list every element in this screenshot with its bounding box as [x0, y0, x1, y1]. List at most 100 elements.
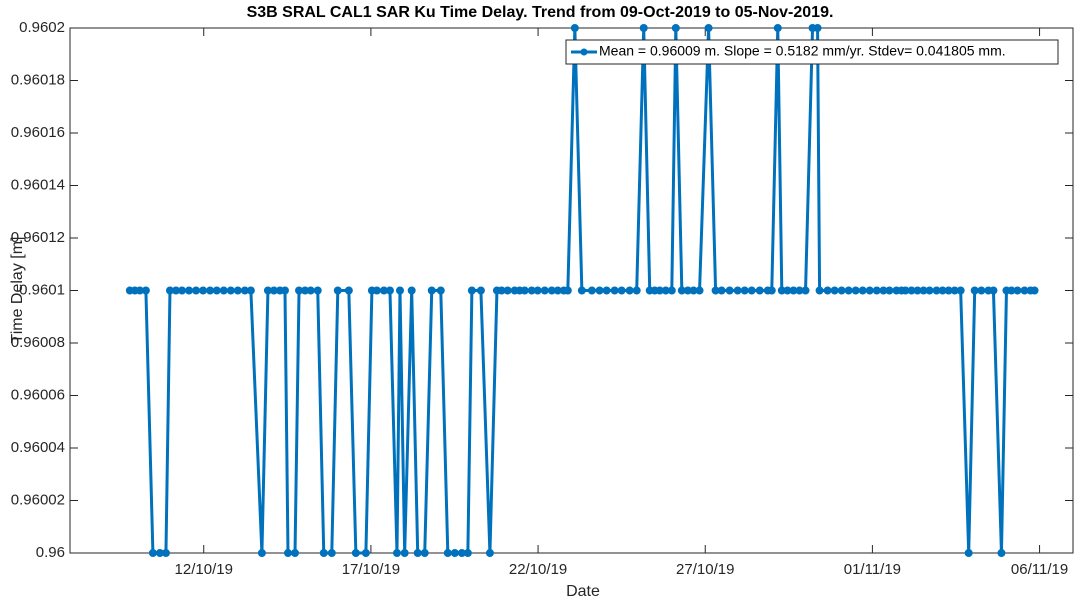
data-point — [844, 286, 853, 295]
data-point — [837, 286, 846, 295]
data-point — [989, 286, 998, 295]
data-point — [206, 286, 215, 295]
data-point — [563, 286, 572, 295]
data-point — [503, 286, 512, 295]
x-tick-label: 27/10/19 — [676, 561, 734, 578]
data-point — [632, 286, 641, 295]
data-point — [533, 286, 542, 295]
data-point — [443, 549, 452, 557]
data-point — [540, 286, 549, 295]
data-point — [319, 549, 328, 557]
data-point — [925, 286, 934, 295]
data-point — [463, 549, 472, 557]
data-point — [413, 549, 422, 557]
y-tick-label: 0.96006 — [11, 386, 65, 403]
data-point — [392, 549, 401, 557]
x-tick-label: 12/10/19 — [175, 561, 233, 578]
data-point — [246, 286, 255, 295]
legend-box — [565, 39, 1059, 65]
data-point — [587, 286, 596, 295]
data-point — [161, 549, 170, 557]
legend-label: Mean = 0.96009 m. Slope = 0.5182 mm/yr. … — [599, 43, 1006, 59]
data-point — [717, 286, 726, 295]
x-axis-label: Date — [566, 583, 600, 600]
x-tick-label: 17/10/19 — [342, 561, 400, 578]
data-point — [695, 286, 704, 295]
data-point — [344, 286, 353, 295]
data-point — [725, 286, 734, 295]
data-point — [602, 286, 611, 295]
data-point — [306, 286, 315, 295]
data-point — [570, 24, 579, 32]
y-tick-label: 0.96012 — [11, 229, 65, 246]
chart-title: S3B SRAL CAL1 SAR Ku Time Delay. Trend f… — [247, 4, 834, 21]
data-point — [212, 286, 221, 295]
data-point — [327, 549, 336, 557]
data-point — [956, 286, 965, 295]
data-point — [141, 286, 150, 295]
data-point — [283, 549, 292, 557]
data-point — [773, 24, 782, 32]
data-point — [830, 286, 839, 295]
y-tick-label: 0.96018 — [11, 71, 65, 88]
data-point — [313, 286, 322, 295]
data-point — [977, 286, 986, 295]
data-point — [427, 286, 436, 295]
data-point — [520, 286, 529, 295]
data-point — [577, 286, 586, 295]
y-tick-label: 0.96014 — [11, 176, 65, 193]
data-point — [199, 286, 208, 295]
data-point — [407, 286, 416, 295]
data-point — [595, 286, 604, 295]
data-point — [997, 549, 1006, 557]
data-point — [148, 549, 157, 557]
data-point — [233, 286, 242, 295]
data-point — [755, 286, 764, 295]
data-point — [192, 286, 201, 295]
data-point — [385, 286, 394, 295]
data-point — [801, 286, 810, 295]
data-point — [617, 286, 626, 295]
data-point — [639, 24, 648, 32]
data-point — [280, 286, 289, 295]
data-point — [747, 286, 756, 295]
data-point — [395, 286, 404, 295]
data-point — [485, 549, 494, 557]
y-tick-label: 0.96002 — [11, 491, 65, 508]
data-point — [351, 549, 360, 557]
data-point — [823, 286, 832, 295]
legend-marker — [580, 48, 588, 56]
data-point — [1030, 286, 1039, 295]
data-point — [815, 286, 824, 295]
y-tick-label: 0.96 — [36, 544, 65, 561]
data-point — [178, 286, 187, 295]
x-tick-label: 06/11/19 — [1011, 561, 1068, 578]
y-tick-label: 0.96004 — [11, 439, 65, 456]
data-point — [865, 286, 874, 295]
data-point — [813, 24, 822, 32]
data-point — [257, 549, 266, 557]
data-point — [733, 286, 742, 295]
data-point — [420, 549, 429, 557]
data-point — [885, 286, 894, 295]
y-tick-label: 0.96008 — [11, 334, 65, 351]
data-point — [219, 286, 228, 295]
data-point — [400, 549, 409, 557]
data-point — [851, 286, 860, 295]
data-point — [291, 549, 300, 557]
data-point — [740, 286, 749, 295]
data-point — [704, 24, 713, 32]
data-point — [185, 286, 194, 295]
y-tick-label: 0.9602 — [19, 19, 65, 36]
data-point — [767, 286, 776, 295]
data-point — [476, 286, 485, 295]
data-point — [858, 286, 867, 295]
data-point — [467, 286, 476, 295]
x-tick-label: 22/10/19 — [509, 561, 567, 578]
data-point — [964, 549, 973, 557]
data-point — [450, 549, 459, 557]
y-tick-label: 0.96016 — [11, 124, 65, 141]
